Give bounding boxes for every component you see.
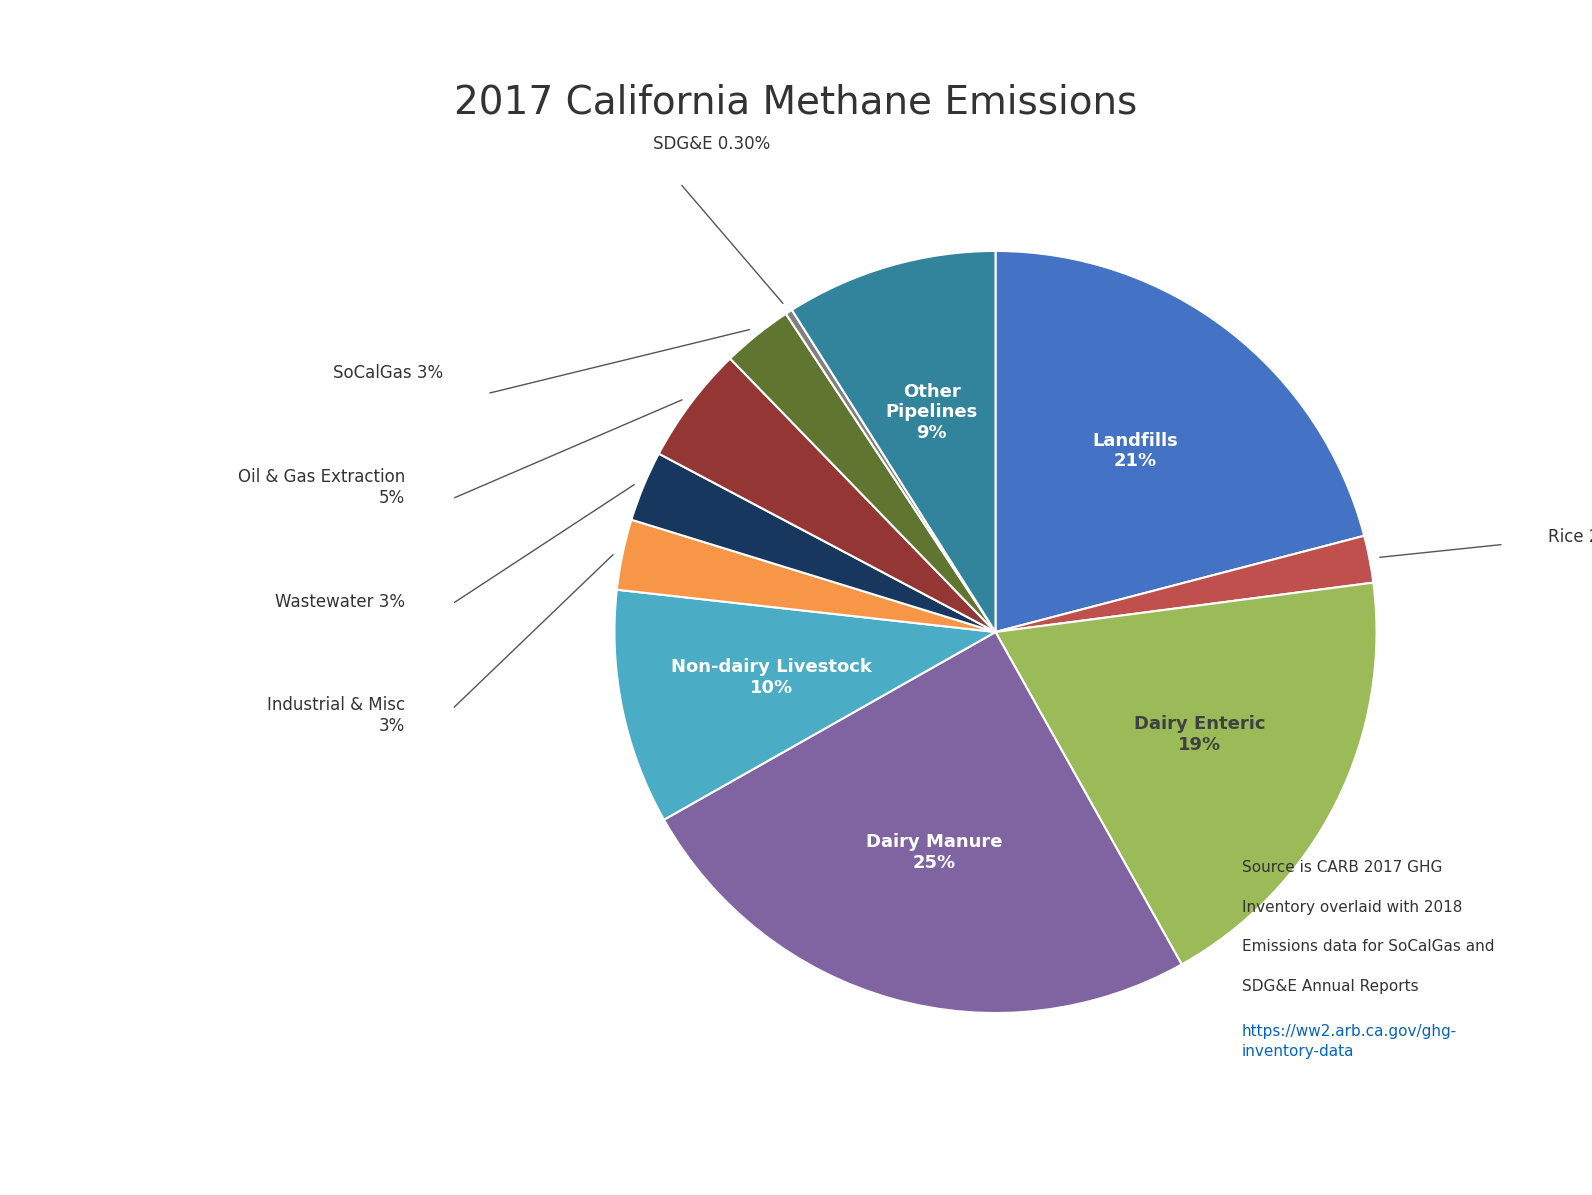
Text: Source is CARB 2017 GHG: Source is CARB 2017 GHG bbox=[1242, 860, 1442, 876]
Wedge shape bbox=[659, 358, 995, 632]
Text: Dairy Enteric
19%: Dairy Enteric 19% bbox=[1134, 715, 1266, 754]
Text: Wastewater 3%: Wastewater 3% bbox=[275, 593, 404, 611]
Wedge shape bbox=[995, 251, 1364, 632]
Wedge shape bbox=[786, 310, 995, 632]
Text: Inventory overlaid with 2018: Inventory overlaid with 2018 bbox=[1242, 900, 1461, 915]
Wedge shape bbox=[731, 314, 995, 632]
Text: Non-dairy Livestock
10%: Non-dairy Livestock 10% bbox=[672, 658, 872, 697]
Wedge shape bbox=[616, 520, 995, 632]
Text: Oil & Gas Extraction
5%: Oil & Gas Extraction 5% bbox=[237, 467, 404, 507]
Text: Industrial & Misc
3%: Industrial & Misc 3% bbox=[267, 697, 404, 735]
Text: SoCalGas 3%: SoCalGas 3% bbox=[333, 364, 443, 382]
Wedge shape bbox=[995, 583, 1377, 964]
Wedge shape bbox=[664, 632, 1181, 1013]
Text: Rice 2%: Rice 2% bbox=[1547, 528, 1592, 546]
Text: Dairy Manure
25%: Dairy Manure 25% bbox=[866, 833, 1003, 871]
Text: Emissions data for SoCalGas and: Emissions data for SoCalGas and bbox=[1242, 939, 1495, 955]
Text: SDG&E Annual Reports: SDG&E Annual Reports bbox=[1242, 979, 1418, 994]
Wedge shape bbox=[615, 589, 995, 820]
Wedge shape bbox=[995, 535, 1374, 632]
Text: SDG&E 0.30%: SDG&E 0.30% bbox=[653, 135, 771, 153]
Text: Landfills
21%: Landfills 21% bbox=[1092, 431, 1178, 471]
Text: Other
Pipelines
9%: Other Pipelines 9% bbox=[885, 382, 977, 442]
Text: https://ww2.arb.ca.gov/ghg-
inventory-data: https://ww2.arb.ca.gov/ghg- inventory-da… bbox=[1242, 1024, 1457, 1059]
Wedge shape bbox=[632, 454, 995, 632]
Text: 2017 California Methane Emissions: 2017 California Methane Emissions bbox=[454, 84, 1138, 122]
Wedge shape bbox=[791, 251, 995, 632]
